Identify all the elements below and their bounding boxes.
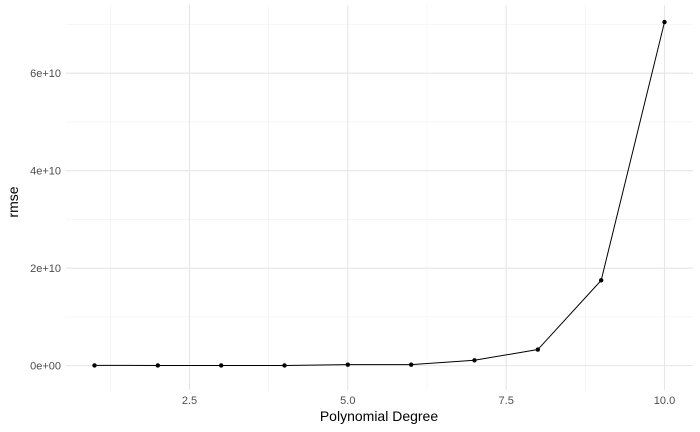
data-point (282, 363, 287, 368)
minor-gridlines (66, 5, 693, 390)
y-axis-title: rmse (5, 186, 21, 217)
y-tick-label: 2e+10 (30, 263, 61, 275)
y-tick-label: 6e+10 (30, 68, 61, 80)
data-point (345, 362, 351, 367)
x-tick-label: 2.5 (182, 395, 197, 407)
series-layer (92, 19, 667, 368)
x-tick-label: 7.5 (499, 395, 514, 407)
major-gridlines (66, 5, 693, 390)
x-tick-label: 10.0 (654, 395, 675, 407)
y-tick-labels: 0e+00 2e+10 4e+10 6e+10 (30, 68, 61, 372)
data-point (662, 19, 667, 25)
y-tick-label: 4e+10 (30, 166, 61, 178)
data-point (472, 358, 477, 363)
data-point (92, 363, 97, 368)
x-tick-labels: 2.5 5.0 7.5 10.0 (182, 395, 675, 407)
x-axis-title: Polynomial Degree (320, 408, 438, 424)
data-point (218, 363, 224, 368)
data-point (155, 363, 161, 368)
data-point (535, 347, 541, 352)
x-tick-label: 5.0 (340, 395, 355, 407)
series-line (94, 21, 665, 366)
data-point (408, 362, 414, 367)
y-tick-label: 0e+00 (30, 361, 61, 373)
data-point (598, 278, 604, 283)
